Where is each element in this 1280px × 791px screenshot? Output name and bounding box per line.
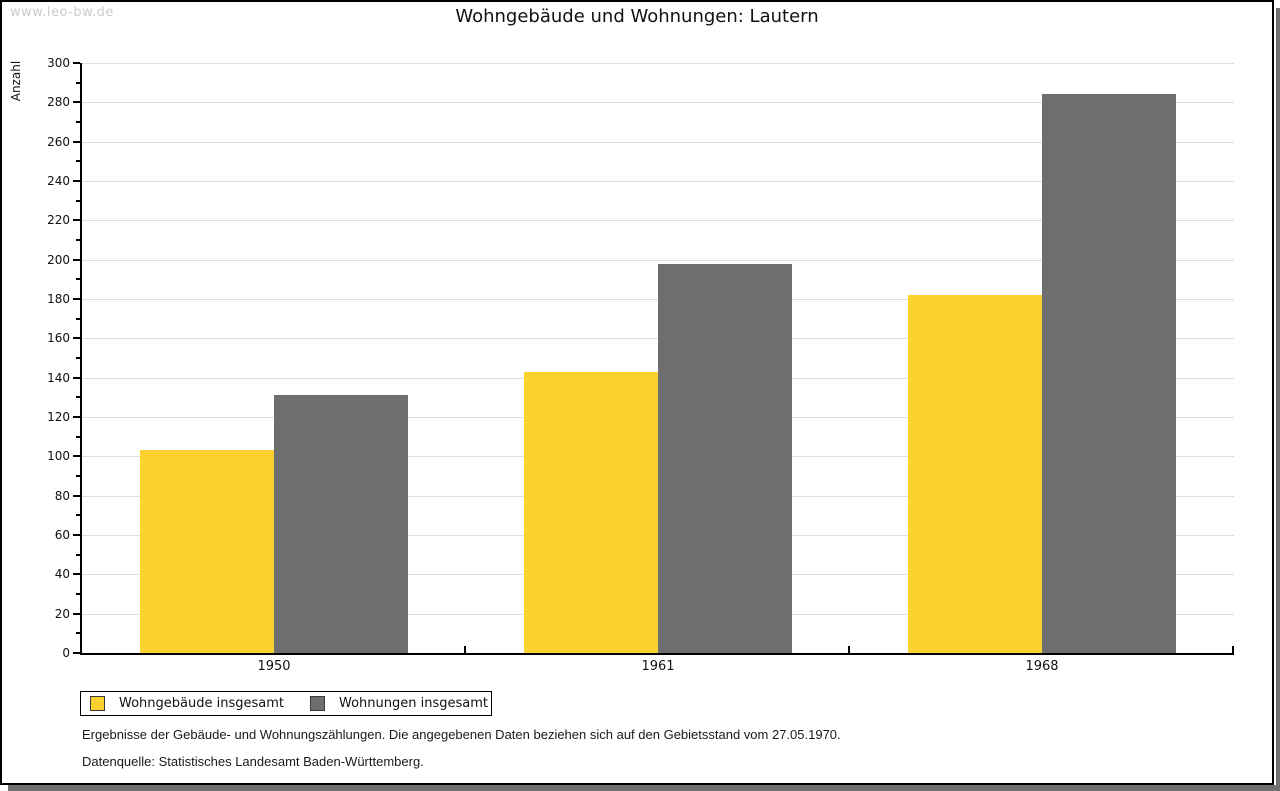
x-boundary-tick-2 [848,646,850,653]
gridline-280 [82,102,1234,104]
y-tick-100 [73,455,80,458]
y-tick-140 [73,376,80,379]
page-shadow-bottom [8,785,1280,791]
y-minor-tick-230 [76,199,80,202]
legend-item-wohnungen: Wohnungen insgesamt [310,696,488,711]
y-minor-tick-210 [76,239,80,241]
y-tick-260 [73,140,80,143]
y-tick-label-20: 20 [54,606,70,621]
legend-swatch-wohngebaeude [90,696,105,711]
y-tick-60 [73,534,80,536]
footer-note-datasource: Datenquelle: Statistisches Landesamt Bad… [82,754,424,769]
y-minor-tick-110 [76,435,80,438]
legend-label-wohngebaeude: Wohngebäude insgesamt [119,696,284,711]
y-tick-label-80: 80 [54,488,70,503]
y-axis-line [80,63,82,653]
y-minor-tick-50 [76,553,80,556]
y-tick-label-0: 0 [62,646,70,660]
gridline-260 [82,141,1234,143]
x-boundary-tick-3 [1232,646,1234,653]
y-minor-tick-70 [76,514,80,517]
gridline-200 [82,259,1234,261]
legend: Wohngebäude insgesamt Wohnungen insgesam… [80,691,492,716]
bar-wohngebaeude-1968 [908,295,1042,653]
y-tick-200 [73,258,80,261]
y-tick-label-280: 280 [47,95,70,110]
y-tick-label-140: 140 [47,370,70,385]
plot-area: 0 20 40 60 80 100 120 140 160 180 200 220 240 260 280 3… [47,57,1234,674]
y-tick-label-260: 260 [47,134,70,149]
y-tick-40 [73,573,80,576]
y-axis-label: Anzahl [9,60,23,102]
x-tick-label-1968: 1968 [1025,659,1059,674]
x-boundary-tick-1 [464,646,466,653]
y-tick-80 [73,494,80,497]
y-minor-tick-150 [76,357,80,359]
y-tick-label-100: 100 [47,449,70,464]
gridline-220 [82,220,1234,222]
y-tick-300 [73,62,80,64]
y-tick-280 [73,101,80,104]
y-tick-label-180: 180 [47,292,70,306]
y-tick-20 [73,612,80,615]
legend-swatch-wohnungen [310,696,325,711]
y-minor-tick-90 [76,475,80,477]
y-tick-120 [73,416,80,418]
legend-label-wohnungen: Wohnungen insgesamt [339,696,488,711]
y-minor-tick-190 [76,278,80,281]
page-shadow-right [1276,8,1280,791]
y-tick-label-220: 220 [47,213,70,228]
x-tick-label-1961: 1961 [641,659,675,674]
chart-title: Wohngebäude und Wohnungen: Lautern [455,6,819,27]
y-tick-220 [73,219,80,222]
y-tick-label-120: 120 [47,410,70,424]
y-minor-tick-10 [76,632,80,635]
legend-item-wohngebaeude: Wohngebäude insgesamt [90,696,284,711]
y-tick-160 [73,337,80,340]
bar-wohngebaeude-1961 [524,371,658,653]
y-tick-180 [73,298,80,300]
y-minor-tick-130 [76,396,80,399]
bar-wohnungen-1950 [274,395,408,653]
y-tick-label-160: 160 [47,331,70,346]
y-minor-tick-170 [76,317,80,320]
y-minor-tick-270 [76,121,80,123]
x-axis-line [80,653,1234,655]
y-tick-0 [73,652,80,654]
bar-wohnungen-1961 [658,263,792,653]
y-tick-label-200: 200 [47,252,70,267]
bar-wohngebaeude-1950 [140,450,274,653]
y-minor-tick-30 [76,593,80,595]
y-minor-tick-250 [76,160,80,163]
y-tick-240 [73,180,80,182]
gridline-300 [82,63,1234,64]
x-tick-label-1950: 1950 [257,659,291,674]
y-minor-tick-290 [76,81,80,84]
y-tick-label-60: 60 [54,528,70,542]
footer-notes: Ergebnisse der Gebäude- und Wohnungszähl… [82,727,841,781]
y-tick-label-40: 40 [54,567,70,582]
footer-note-source-period: Ergebnisse der Gebäude- und Wohnungszähl… [82,727,841,742]
gridline-240 [82,181,1234,182]
bar-wohnungen-1968 [1042,94,1176,653]
y-tick-label-300: 300 [47,56,70,70]
y-tick-label-240: 240 [47,174,70,188]
watermark: www.leo-bw.de [10,5,114,20]
